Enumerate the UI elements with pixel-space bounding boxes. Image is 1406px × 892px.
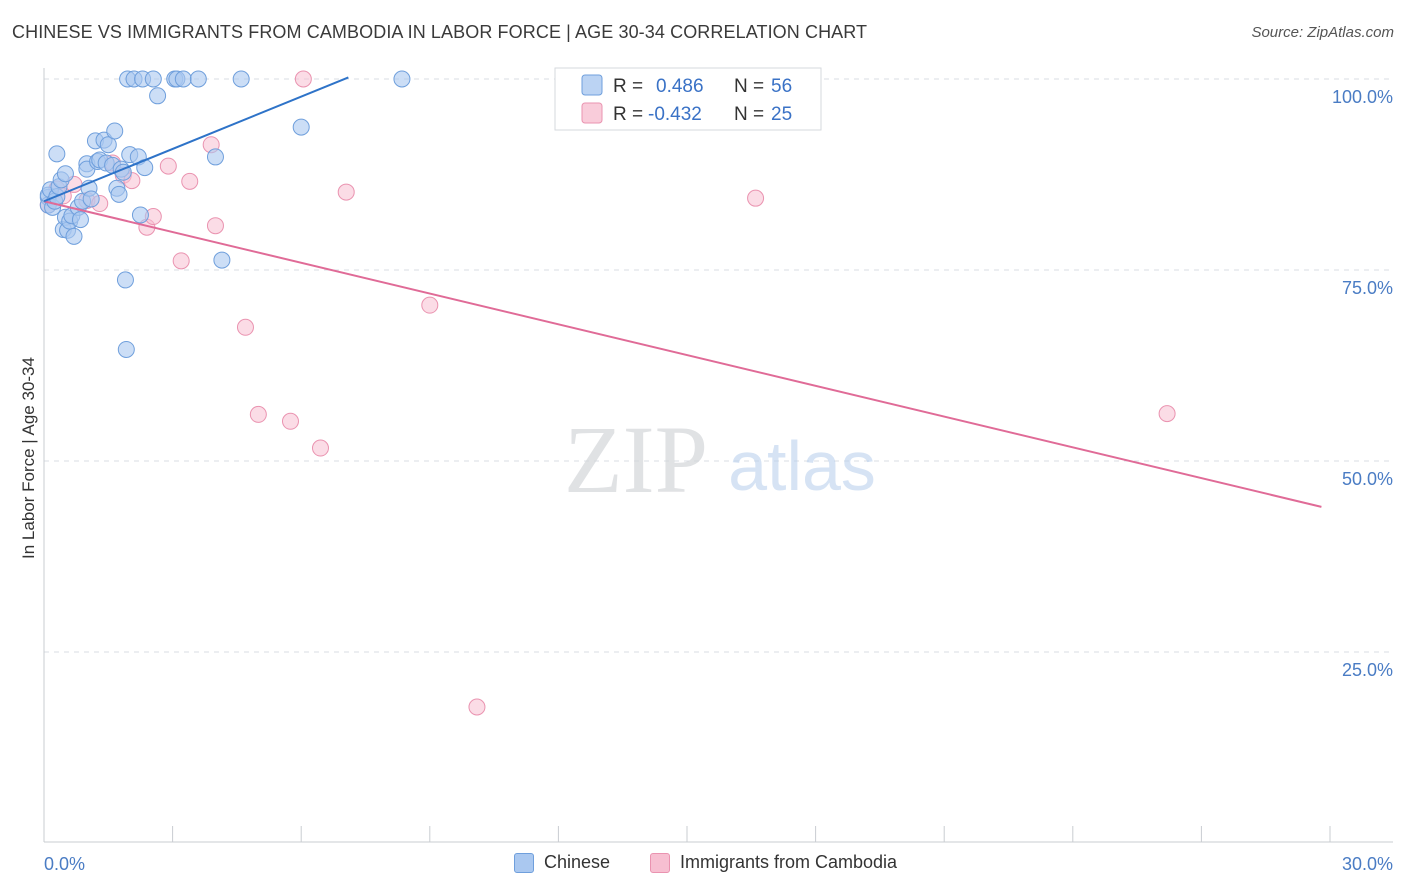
y-tick-label-100: 100.0% [1332, 87, 1393, 107]
cambodia-point-12 [172, 252, 190, 270]
legend-n-value-2: 25 [771, 104, 792, 125]
cambodia-point-16 [236, 318, 254, 336]
chinese-point-16 [65, 227, 83, 245]
legend-r-value-2: -0.432 [648, 104, 702, 125]
chinese-point-52 [213, 251, 231, 269]
legend-bottom: Chinese Immigrants from Cambodia [0, 852, 1406, 876]
watermark-atlas: atlas [728, 427, 876, 505]
cambodia-point-24 [747, 189, 765, 207]
axes [43, 68, 1393, 843]
legend-r-label-1: R = [613, 76, 648, 97]
svg-text:R = 0.486 N =: R = 0.486 N = 56 [613, 76, 792, 97]
watermark-zip: ZIP [564, 406, 708, 513]
chinese-point-53 [232, 70, 250, 88]
chinese-point-46 [149, 87, 167, 105]
y-tick-label-25: 25.0% [1342, 660, 1393, 680]
chinese-point-8 [48, 145, 66, 163]
cambodia-point-18 [281, 412, 299, 430]
chinese-point-49 [174, 70, 192, 88]
cambodia-point-25 [1158, 405, 1176, 423]
chinese-trend-line [43, 76, 349, 203]
chinese-point-31 [106, 122, 124, 140]
cambodia-point-23 [468, 698, 486, 716]
y-tick-label-75: 75.0% [1342, 278, 1393, 298]
chart-title: CHINESE VS IMMIGRANTS FROM CAMBODIA IN L… [12, 22, 868, 42]
legend-label-cambodia: Immigrants from Cambodia [680, 852, 898, 872]
cambodia-point-13 [181, 172, 199, 190]
legend-r-value-1: 0.486 [656, 76, 704, 97]
y-tick-label-50: 50.0% [1342, 469, 1393, 489]
source-label: Source: ZipAtlas.com [1251, 24, 1394, 41]
tick-labels: 25.0% 50.0% 75.0% 100.0% 0.0% 30.0% [44, 87, 1393, 874]
cambodia-point-11 [159, 157, 177, 175]
chinese-point-45 [144, 70, 162, 88]
cambodia-trend-line [43, 200, 1322, 508]
legend-top: R = 0.486 N = 56 R = -0.432 N = 25 [554, 67, 822, 131]
legend-item-cambodia: Immigrants from Cambodia [650, 852, 897, 873]
chinese-point-42 [131, 206, 149, 224]
chinese-point-55 [393, 70, 411, 88]
legend-swatch-chinese-bottom [514, 852, 534, 873]
legend-n-value-1: 56 [771, 76, 792, 97]
series-cambodia-points [39, 70, 1176, 716]
grid-lines [44, 78, 1393, 653]
cambodia-point-17 [249, 405, 267, 423]
chinese-point-50 [189, 70, 207, 88]
chinese-point-29 [99, 136, 117, 154]
chinese-point-36 [116, 271, 134, 289]
legend-swatch-cambodia [581, 102, 603, 124]
legend-n-label-2: N = [734, 104, 769, 125]
cambodia-point-19 [294, 70, 312, 88]
svg-text:R = -0.432 N =: R = -0.432 N = 25 [613, 104, 792, 125]
chinese-point-37 [117, 340, 135, 358]
chinese-point-54 [292, 118, 310, 136]
legend-label-chinese: Chinese [544, 852, 611, 872]
trend-lines [43, 76, 1322, 508]
cambodia-point-22 [421, 296, 439, 314]
chinese-point-51 [206, 148, 224, 166]
legend-item-chinese: Chinese [514, 852, 610, 873]
chinese-point-14 [56, 165, 74, 183]
chinese-point-33 [110, 185, 128, 203]
legend-swatch-chinese [581, 74, 603, 96]
chinese-point-18 [71, 211, 89, 229]
chinese-point-23 [82, 190, 100, 208]
x-tick-label-max: 30.0% [1342, 854, 1393, 874]
legend-r-label-2: R = [613, 104, 648, 125]
legend-n-label-1: N = [734, 76, 769, 97]
cambodia-point-15 [206, 217, 224, 235]
watermark: ZIP atlas [564, 406, 876, 513]
y-axis-label: In Labor Force | Age 30-34 [19, 357, 38, 559]
cambodia-point-21 [337, 183, 355, 201]
x-tick-label-min: 0.0% [44, 854, 85, 874]
legend-swatch-cambodia-bottom [650, 852, 670, 873]
cambodia-point-20 [311, 439, 329, 457]
